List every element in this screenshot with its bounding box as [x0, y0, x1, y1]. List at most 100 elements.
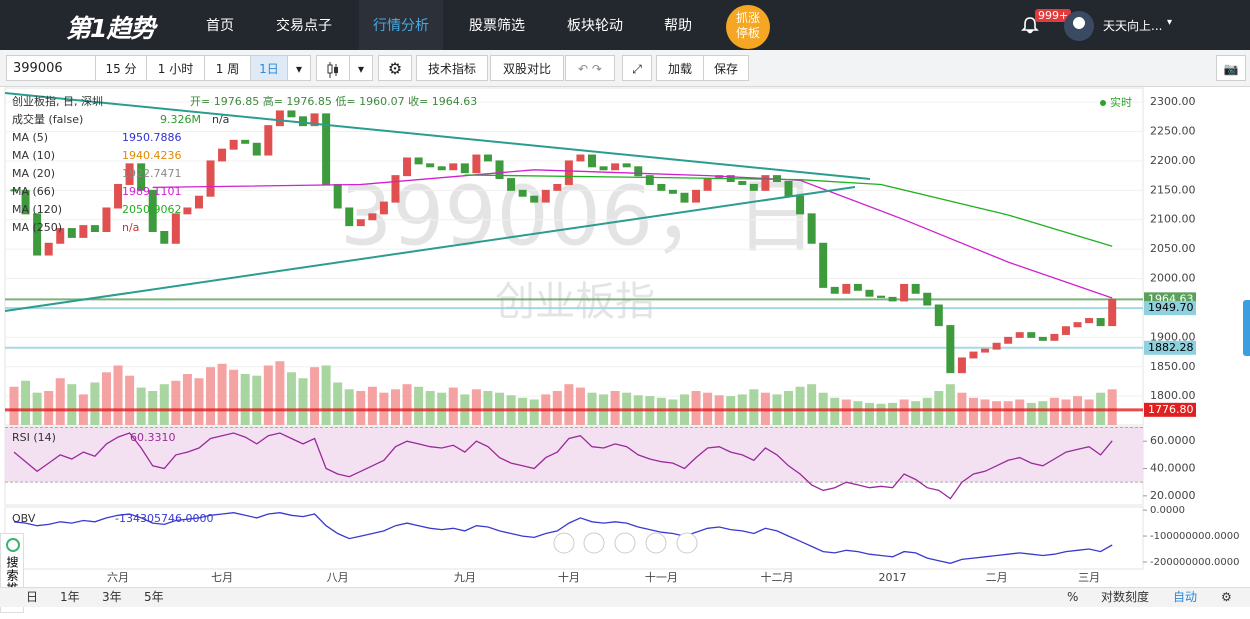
side-tab[interactable]	[1243, 300, 1250, 356]
candle	[449, 163, 458, 171]
price-label: 1776.80	[1148, 403, 1194, 416]
candle	[692, 189, 701, 203]
candle	[877, 295, 885, 298]
volume-bar	[125, 375, 135, 425]
volume-bar	[483, 391, 493, 425]
candle	[472, 154, 481, 174]
control[interactable]	[645, 532, 667, 554]
candle	[911, 283, 920, 294]
realtime-label: 实时	[1110, 95, 1132, 109]
candle	[275, 110, 284, 127]
candle	[391, 175, 400, 203]
symbol-input[interactable]: 399006	[6, 55, 96, 81]
obv-label: OBV	[12, 512, 36, 525]
option-button[interactable]: 对数刻度	[1101, 590, 1150, 604]
candle	[749, 183, 758, 191]
watermark: 399006，日	[340, 169, 817, 264]
ma-readout: 1940.4236	[122, 149, 182, 162]
range-button[interactable]: 日	[26, 590, 39, 604]
save-button[interactable]: 保存	[703, 55, 749, 81]
period-button[interactable]: 1日	[250, 55, 288, 81]
range-button[interactable]: 3年	[102, 590, 122, 604]
candle	[957, 357, 966, 374]
ma-name: MA (10)	[12, 149, 55, 162]
caret[interactable]: ▾	[1167, 17, 1173, 28]
volume-bar	[252, 375, 262, 425]
hot-button[interactable]: 抓涨 停板	[726, 5, 770, 49]
candle	[44, 242, 53, 256]
avatar[interactable]	[1064, 11, 1094, 41]
candle	[934, 304, 943, 327]
volume-bar	[1084, 399, 1094, 425]
volume-bar	[263, 365, 273, 425]
y-tick-label: 2200.00	[1150, 154, 1196, 167]
bell-icon[interactable]	[1021, 16, 1039, 34]
period-button[interactable]: 15 分	[95, 55, 147, 81]
x-tick-label: 七月	[211, 571, 233, 584]
notification-badge: 999+	[1035, 9, 1072, 22]
candle	[1061, 326, 1070, 335]
ma-readout: 2050.9062	[122, 203, 182, 216]
volume-bar	[980, 399, 990, 425]
candle	[241, 139, 250, 144]
control[interactable]	[553, 532, 575, 554]
candle	[853, 283, 862, 291]
candle	[426, 163, 435, 168]
dropdown[interactable]: ▾	[349, 55, 373, 81]
fullscreen-button[interactable]: ⤢	[622, 55, 652, 81]
nav-item[interactable]: 行情分析	[359, 0, 443, 50]
nav-item[interactable]: 交易点子	[276, 18, 332, 34]
settings-button[interactable]: ⚙	[1221, 590, 1232, 604]
compare-button[interactable]: 双股对比	[490, 55, 564, 81]
volume-bar	[888, 402, 898, 425]
ma-name: MA (20)	[12, 167, 55, 180]
candle	[576, 154, 585, 162]
playback-controls	[553, 532, 698, 554]
period-button[interactable]: 1 周	[204, 55, 251, 81]
obv-readout: -134305746.0000	[115, 512, 213, 525]
settings-button[interactable]: ⚙	[378, 55, 412, 81]
ma-name: MA (66)	[12, 185, 55, 198]
period-button[interactable]: 1 小时	[146, 55, 205, 81]
y-tick-label: 2150.00	[1150, 183, 1196, 196]
candle	[1004, 336, 1013, 344]
nav-item[interactable]: 帮助	[664, 18, 692, 34]
volume-label: 成交量 (false)	[12, 112, 83, 126]
option-button[interactable]: 自动	[1173, 590, 1198, 604]
x-tick-label: 六月	[107, 571, 129, 584]
candle	[137, 163, 146, 191]
candle	[1015, 332, 1024, 338]
range-button[interactable]: 1年	[60, 590, 80, 604]
y-tick-label: 2300.00	[1150, 95, 1196, 108]
logo[interactable]: 第1趋势	[66, 14, 155, 43]
indicators-button[interactable]: 技术指标	[416, 55, 488, 81]
option-button[interactable]: %	[1067, 590, 1079, 604]
volume-bar	[310, 367, 320, 425]
nav-item[interactable]: 板块轮动	[567, 18, 623, 34]
ma-readout: 1950.7886	[122, 131, 182, 144]
control[interactable]	[583, 532, 605, 554]
ohlc-readout: 开= 1976.85 高= 1976.85 低= 1960.07 收= 1964…	[190, 94, 477, 108]
user-name[interactable]: 天天向上...	[1103, 19, 1163, 33]
candle	[403, 157, 412, 177]
candle	[229, 139, 238, 150]
nav-item[interactable]: 股票筛选	[469, 18, 525, 34]
obv-tick-label: 0.0000	[1150, 505, 1185, 516]
load-button[interactable]: 加载	[656, 55, 704, 81]
candle	[518, 189, 527, 197]
candle	[299, 116, 307, 127]
snapshot-button[interactable]: 📷	[1216, 55, 1246, 81]
y-tick-label: 2000.00	[1150, 272, 1196, 285]
range-button[interactable]: 5年	[144, 590, 164, 604]
candle	[125, 163, 134, 185]
candle	[148, 189, 157, 233]
candle	[368, 213, 377, 221]
nav-item[interactable]: 首页	[206, 18, 234, 34]
control[interactable]	[676, 532, 698, 554]
control[interactable]	[614, 532, 636, 554]
volume-bar	[425, 391, 435, 425]
undo-redo[interactable]: ↶ ↷	[565, 55, 615, 81]
candle	[842, 283, 851, 294]
dropdown[interactable]: ▾	[287, 55, 311, 81]
